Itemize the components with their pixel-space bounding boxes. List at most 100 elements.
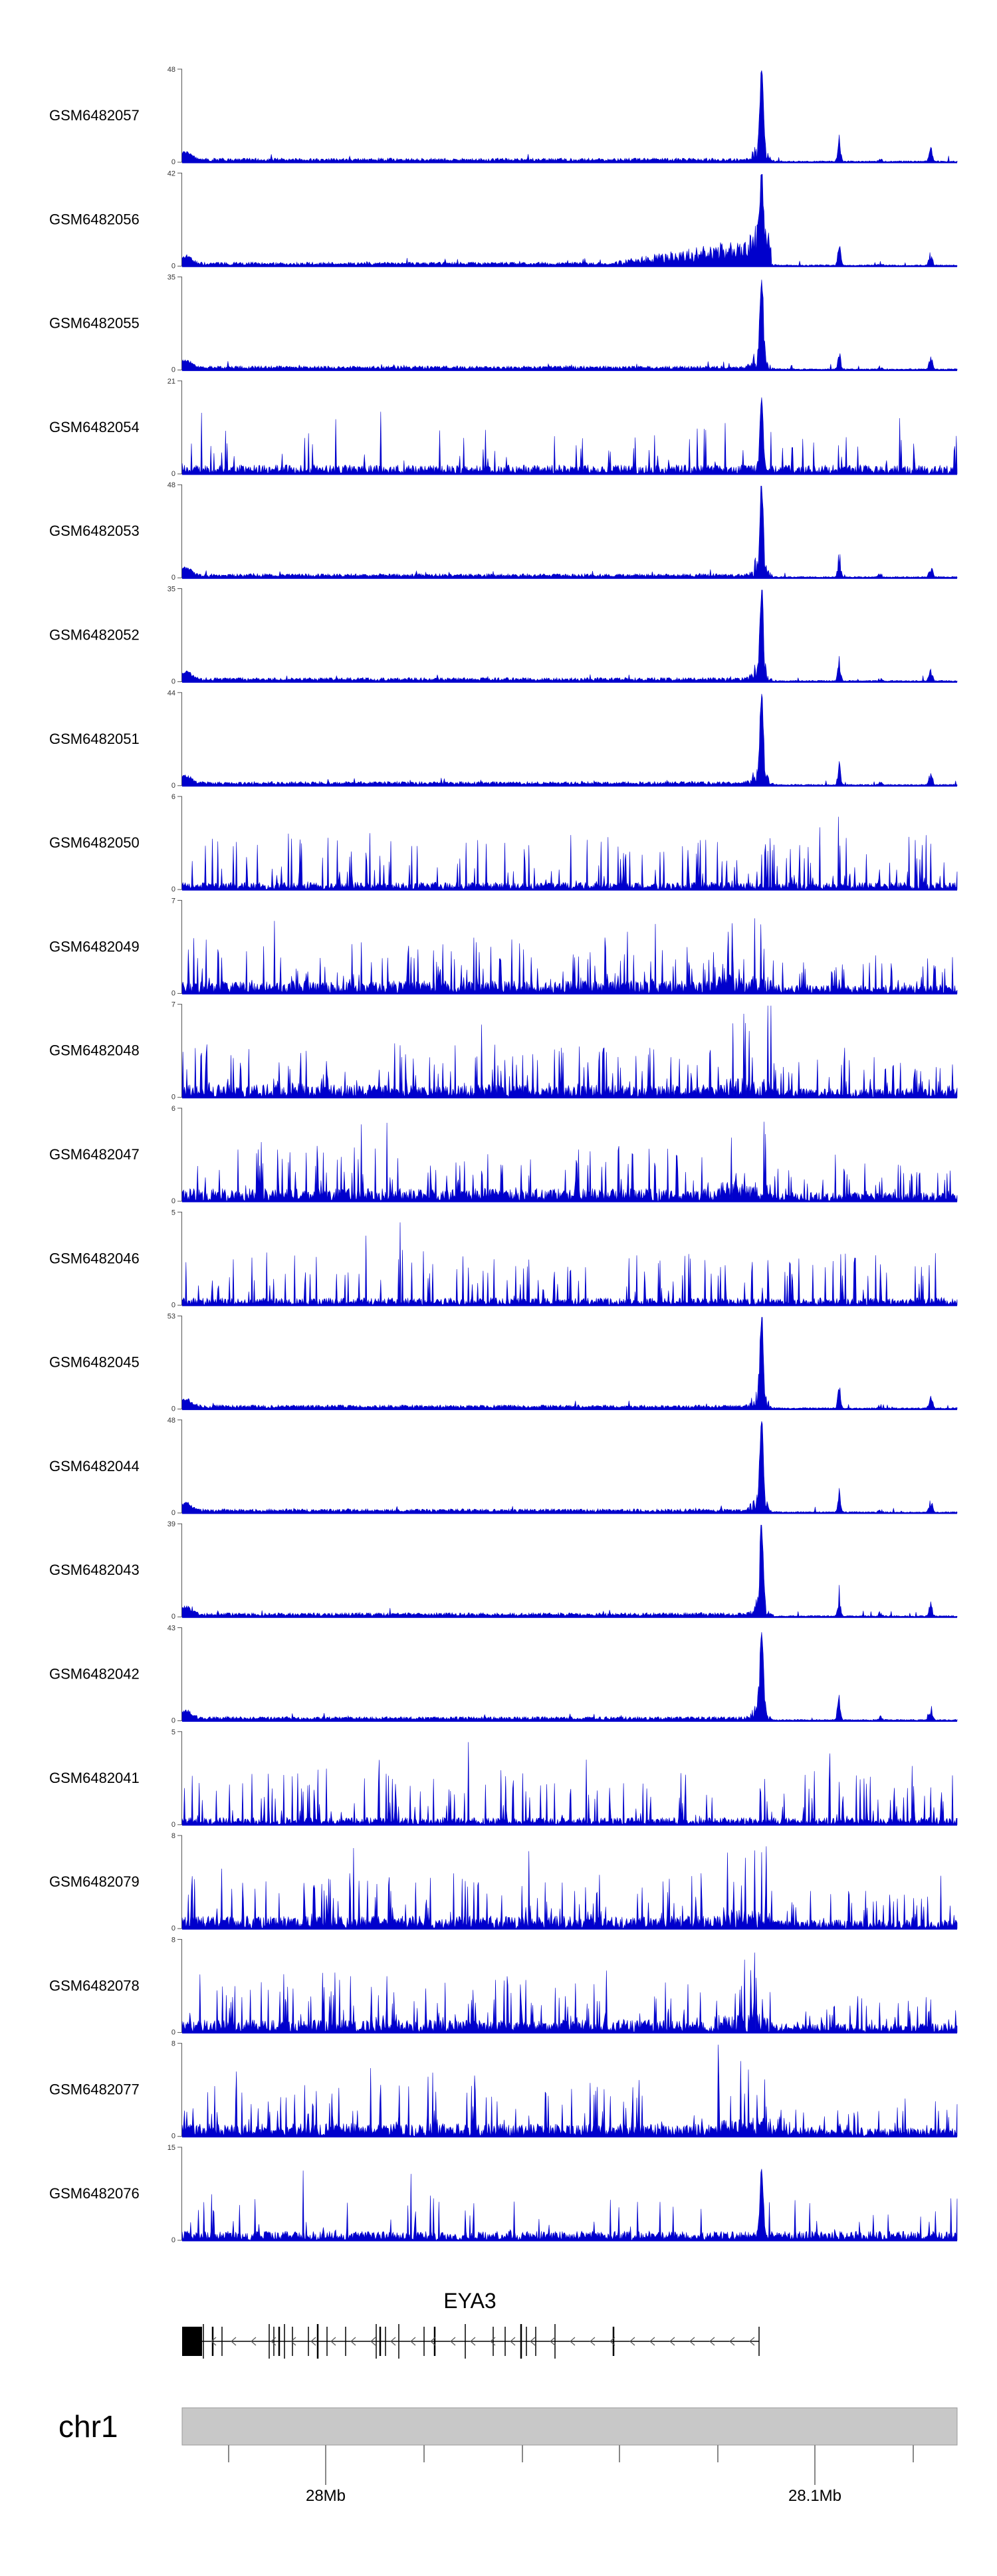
y-tick-label-min: 0 [171, 2028, 175, 2036]
y-tick-label-min: 0 [171, 1509, 175, 1517]
track-label: GSM6482041 [49, 1770, 140, 1786]
strand-arrow [410, 2337, 416, 2346]
y-tick-label-min: 0 [171, 1925, 175, 1932]
coverage-area [181, 174, 958, 267]
coverage-area [181, 279, 958, 370]
track-label: GSM6482056 [49, 211, 140, 227]
y-tick-label-max: 5 [171, 1728, 175, 1736]
strand-arrow [211, 2337, 217, 2346]
coverage-area [181, 485, 958, 578]
y-tick-label-max: 7 [171, 897, 175, 905]
coverage-area [181, 2168, 958, 2241]
y-tick-label-max: 48 [167, 1417, 175, 1425]
track-label: GSM6482046 [49, 1250, 140, 1266]
coverage-area [181, 1846, 958, 1929]
y-tick-label-min: 0 [171, 1094, 175, 1102]
y-tick-label-min: 0 [171, 1197, 175, 1205]
y-tick-label-max: 43 [167, 1625, 175, 1633]
track-GSM6482043: GSM6482043 39 0 [49, 1520, 958, 1621]
y-tick-label-max: 7 [171, 1001, 175, 1009]
track-label: GSM6482055 [49, 315, 140, 332]
position-label: 28Mb [306, 2487, 346, 2505]
strand-arrow [490, 2337, 496, 2346]
y-tick-label-max: 8 [171, 1936, 175, 1944]
track-label: GSM6482053 [49, 523, 140, 539]
track-label: GSM6482052 [49, 627, 140, 644]
track-label: GSM6482047 [49, 1146, 140, 1163]
strand-arrow [649, 2337, 655, 2346]
track-GSM6482053: GSM6482053 48 0 [49, 481, 958, 582]
track-label: GSM6482051 [49, 731, 140, 747]
gene-track: EYA3 [182, 2289, 760, 2359]
coverage-area [181, 70, 958, 163]
track-label: GSM6482076 [49, 2185, 140, 2202]
coverage-area [181, 693, 958, 786]
coverage-area [181, 1421, 958, 1514]
y-tick-label-min: 0 [171, 678, 175, 686]
y-tick-label-min: 0 [171, 1613, 175, 1621]
track-GSM6482050: GSM6482050 6 0 [49, 793, 958, 893]
strand-arrow [290, 2337, 296, 2346]
y-tick-label-max: 35 [167, 274, 175, 282]
y-tick-label-min: 0 [171, 158, 175, 166]
y-tick-label-min: 0 [171, 1821, 175, 1829]
strand-arrow [570, 2337, 576, 2346]
strand-arrow [310, 2337, 316, 2346]
coverage-area [181, 2044, 958, 2137]
strand-arrow [629, 2337, 635, 2346]
strand-arrow [530, 2337, 536, 2346]
y-tick-label-max: 44 [167, 689, 175, 697]
y-tick-label-max: 15 [167, 2144, 175, 2152]
track-label: GSM6482077 [49, 2081, 140, 2098]
strand-arrow [510, 2337, 516, 2346]
y-tick-label-min: 0 [171, 574, 175, 582]
coverage-area [181, 1524, 958, 1617]
strand-arrow [669, 2337, 675, 2346]
y-tick-label-max: 35 [167, 586, 175, 594]
coverage-area [181, 590, 958, 682]
track-GSM6482076: GSM6482076 15 0 [49, 2144, 958, 2244]
coverage-area [181, 1317, 958, 1409]
y-tick-label-min: 0 [171, 470, 175, 478]
track-GSM6482047: GSM6482047 6 0 [49, 1105, 958, 1205]
strand-arrow [749, 2337, 755, 2346]
y-tick-label-max: 8 [171, 1832, 175, 1840]
track-label: GSM6482054 [49, 419, 140, 435]
gene-utr-block [182, 2327, 202, 2356]
y-tick-label-max: 6 [171, 793, 175, 801]
y-tick-label-min: 0 [171, 366, 175, 374]
position-label: 28.1Mb [788, 2487, 841, 2505]
track-GSM6482057: GSM6482057 48 0 [49, 66, 958, 166]
strand-arrow [251, 2337, 257, 2346]
chromosome-track: chr1 28Mb 28.1Mb [58, 2407, 958, 2505]
y-tick-label-max: 21 [167, 378, 175, 386]
y-tick-label-min: 0 [171, 262, 175, 270]
y-tick-label-max: 42 [167, 170, 175, 177]
coverage-area [181, 1121, 958, 1202]
strand-arrow [709, 2337, 715, 2346]
track-label: GSM6482042 [49, 1666, 140, 1683]
strand-arrow [609, 2337, 615, 2346]
track-GSM6482044: GSM6482044 48 0 [49, 1417, 958, 1517]
y-tick-label-max: 48 [167, 66, 175, 74]
track-label: GSM6482048 [49, 1042, 140, 1059]
y-tick-label-min: 0 [171, 1717, 175, 1725]
y-tick-label-max: 8 [171, 2040, 175, 2048]
track-GSM6482055: GSM6482055 35 0 [49, 274, 958, 374]
track-label: GSM6482049 [49, 938, 140, 955]
track-label: GSM6482057 [49, 107, 140, 124]
strand-arrow [330, 2337, 336, 2346]
track-label: GSM6482079 [49, 1873, 140, 1890]
track-label: GSM6482043 [49, 1562, 140, 1578]
track-GSM6482041: GSM6482041 5 0 [49, 1728, 958, 1829]
strand-arrow [550, 2337, 556, 2346]
gene-name: EYA3 [443, 2289, 496, 2313]
coverage-area [181, 1632, 958, 1721]
strand-arrow [390, 2337, 396, 2346]
strand-arrow [430, 2337, 436, 2346]
coverage-area [181, 1952, 958, 2034]
coverage-area [181, 1222, 958, 1306]
y-tick-label-min: 0 [171, 989, 175, 997]
